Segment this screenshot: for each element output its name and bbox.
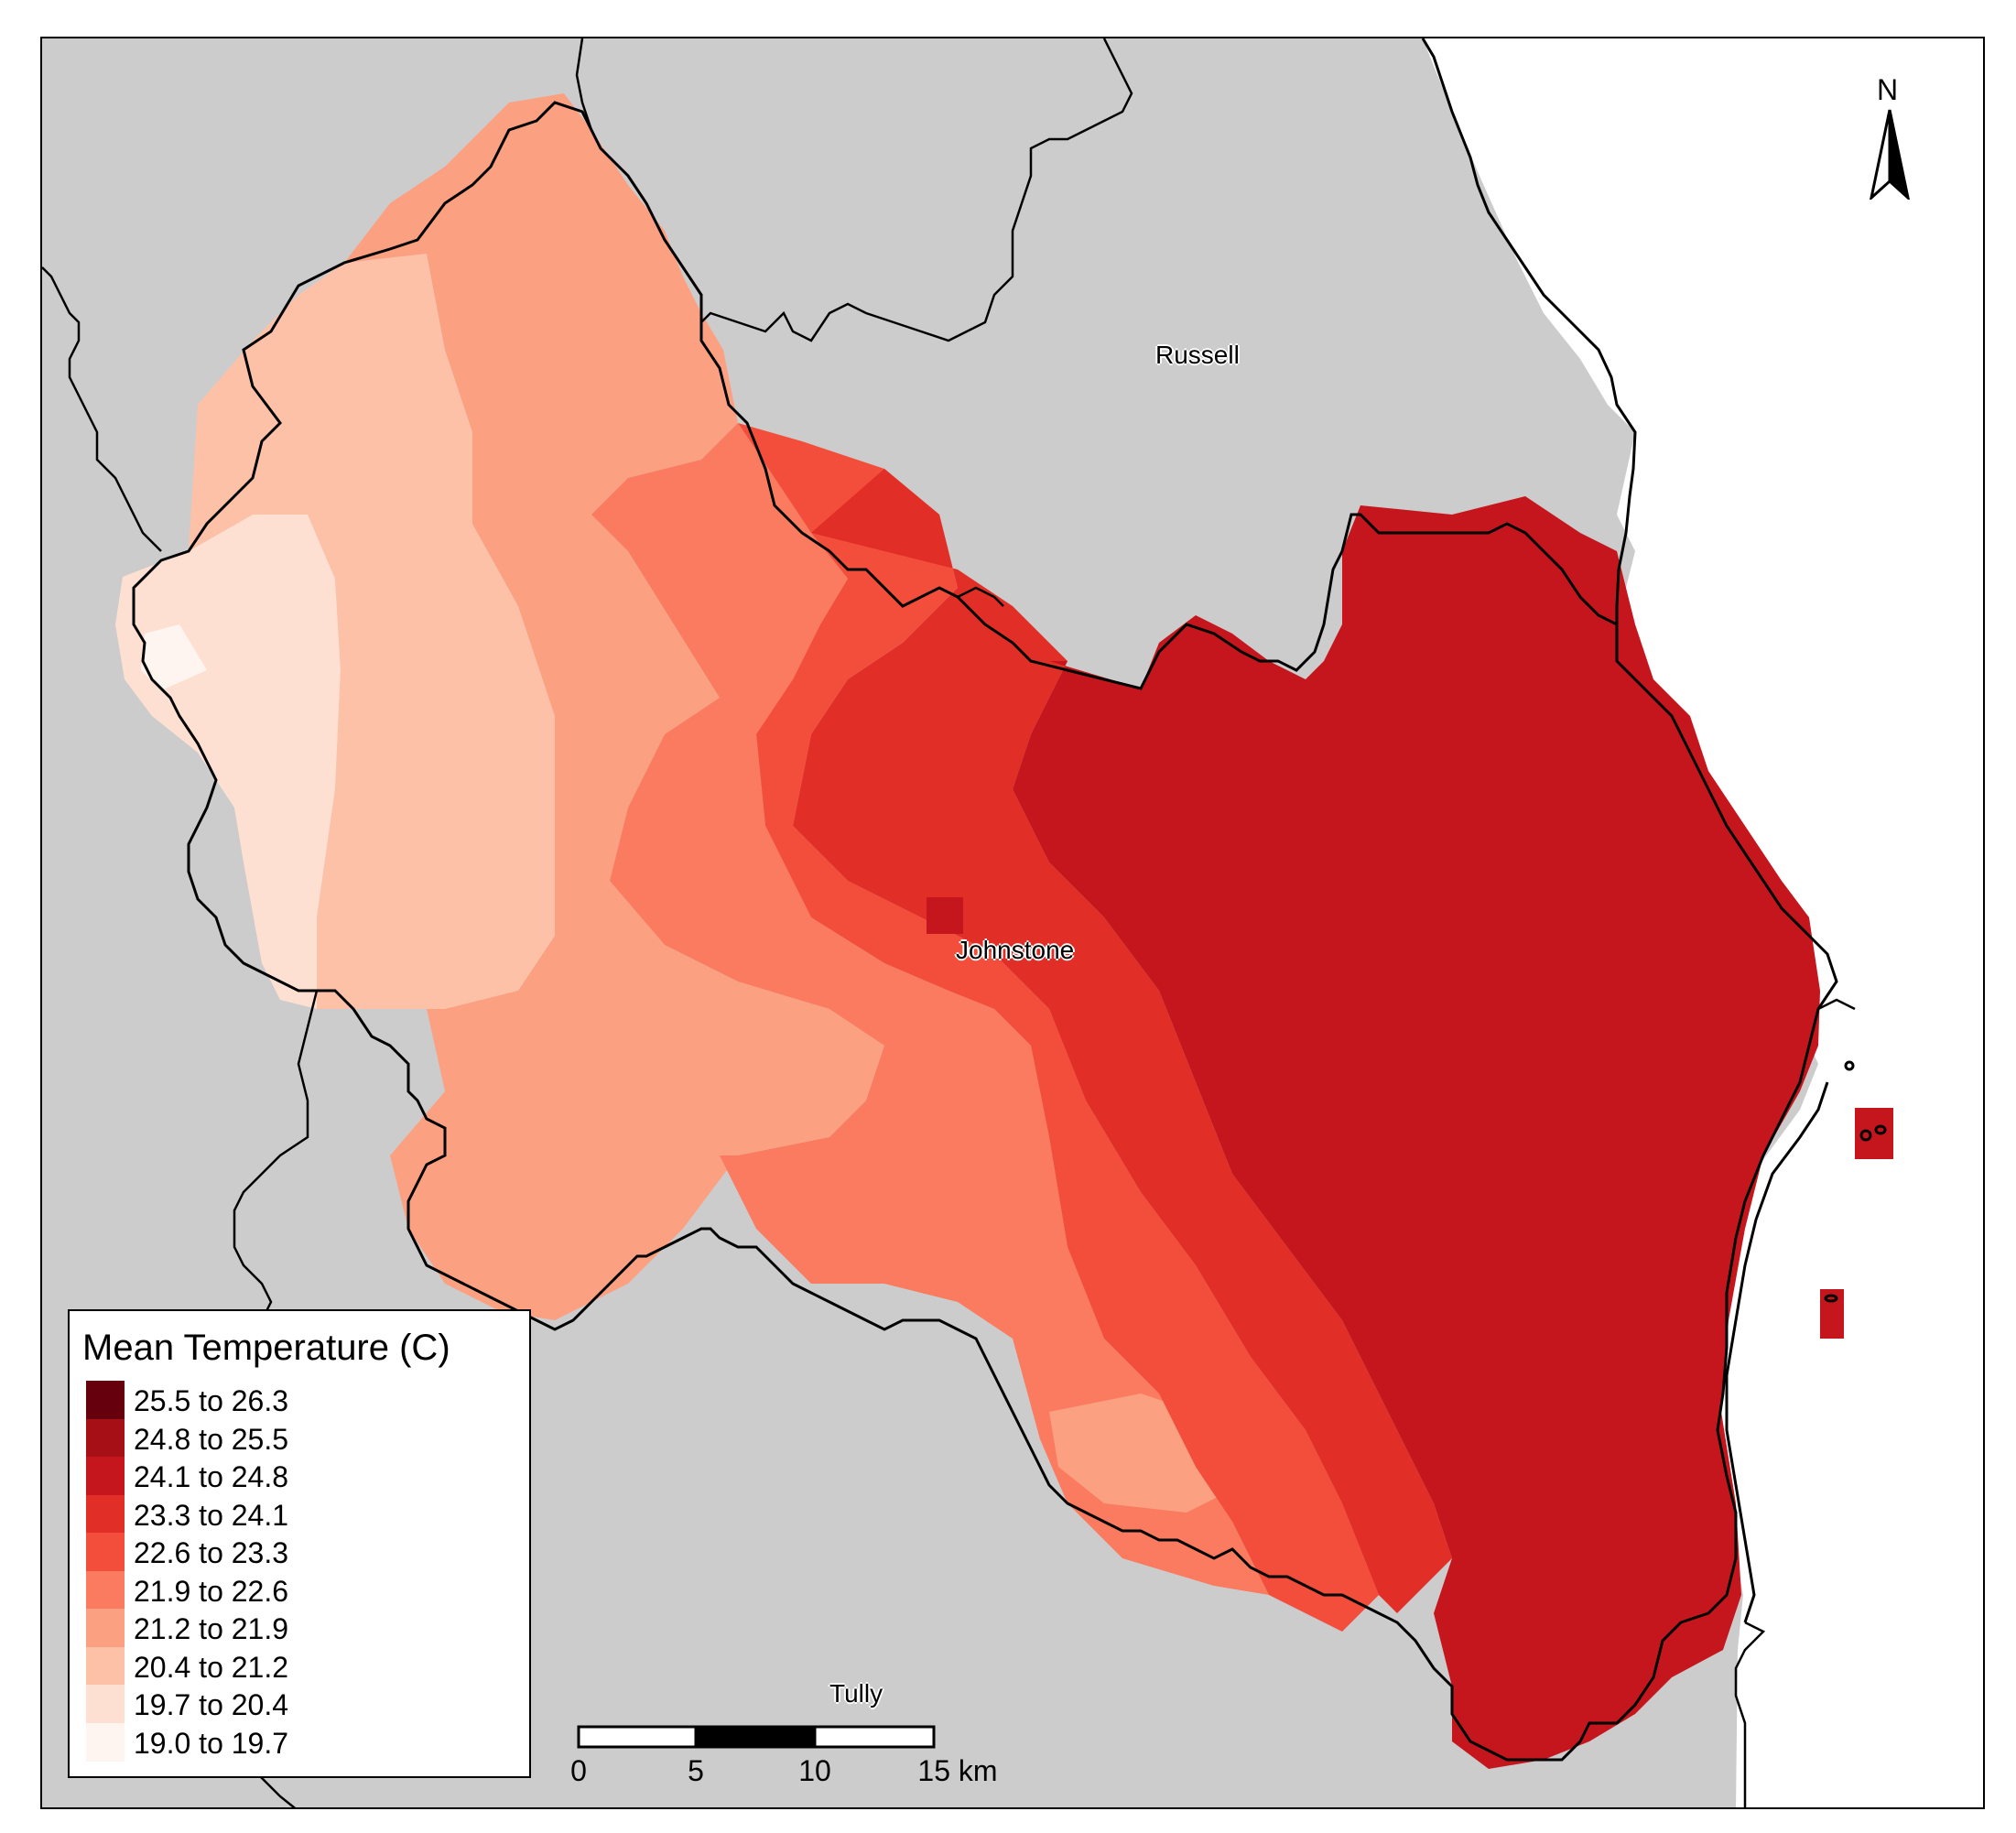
scale-label-0: 0	[570, 1754, 587, 1787]
zone-24-1-24-8-island-2	[1820, 1289, 1844, 1339]
legend-swatch	[86, 1609, 125, 1647]
zone-21-2-21-9	[344, 93, 884, 1320]
legend-label: 24.1 to 24.8	[134, 1460, 289, 1493]
scale-bar	[577, 1725, 936, 1749]
legend-title: Mean Temperature (C)	[82, 1328, 450, 1368]
zone-21-9-22-6	[591, 423, 1269, 1595]
scale-label-5: 5	[688, 1754, 704, 1787]
legend-label: 20.4 to 21.2	[134, 1650, 289, 1684]
place-label-tully: Tully	[829, 1679, 883, 1708]
legend-label: 21.2 to 21.9	[134, 1612, 289, 1645]
place-label-russell: Russell	[1155, 341, 1240, 369]
legend-swatch	[86, 1722, 125, 1762]
legend-label: 19.0 to 19.7	[134, 1726, 289, 1760]
zone-24-1-24-8	[1013, 496, 1820, 1769]
legend-label: 21.9 to 22.6	[134, 1574, 289, 1608]
islands	[1824, 1060, 1887, 1303]
neighbour-boundaries	[42, 38, 1856, 1807]
catchment-boundary	[132, 101, 1838, 1762]
legend-swatch	[86, 1418, 125, 1458]
place-label-johnstone: Johnstone	[956, 936, 1075, 964]
zone-24-1-24-8-patch	[927, 897, 963, 934]
zone-19-0-19-7	[141, 624, 207, 690]
legend-swatch	[86, 1533, 125, 1571]
zone-19-7-20-4	[115, 515, 341, 1009]
map-frame[interactable]: Russell Johnstone Tully	[40, 37, 1985, 1809]
legend-swatch	[86, 1570, 125, 1610]
coastline	[1421, 38, 1637, 624]
scale-label-15-km: 15 km	[917, 1754, 998, 1787]
temperature-raster	[115, 93, 1893, 1769]
legend-swatch	[86, 1646, 125, 1686]
temperature-map[interactable]	[42, 38, 1985, 1809]
legend-label: 24.8 to 25.5	[134, 1422, 289, 1456]
legend-swatch	[86, 1494, 125, 1534]
north-arrow-icon	[1870, 109, 1910, 200]
legend-label: 19.7 to 20.4	[134, 1688, 289, 1721]
legend-swatch	[86, 1685, 125, 1723]
legend-swatch	[86, 1457, 125, 1495]
legend-label: 23.3 to 24.1	[134, 1498, 289, 1532]
zone-23-3-24-1	[793, 469, 1452, 1613]
zone-20-4-21-2	[189, 254, 555, 1009]
coastline-south	[1725, 1081, 1829, 1623]
legend-label: 25.5 to 26.3	[134, 1384, 289, 1417]
legend-swatch	[86, 1381, 125, 1419]
legend-label: 22.6 to 23.3	[134, 1536, 289, 1569]
north-letter: N	[1877, 73, 1899, 106]
scale-label-10: 10	[798, 1754, 831, 1787]
zone-22-6-23-3	[738, 423, 1379, 1632]
sea-area	[1423, 38, 1983, 1807]
legend: Mean Temperature (C) 25.5 to 26.3 24.8 to…	[68, 1309, 531, 1778]
